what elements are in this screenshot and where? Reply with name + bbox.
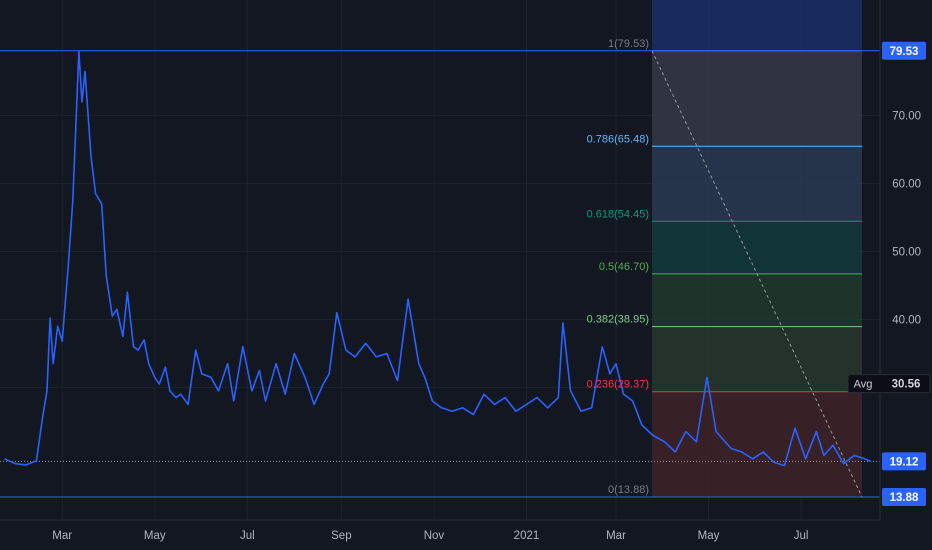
y-tick-label: 70.00 <box>892 111 921 123</box>
fib-level-label: 0.382(38.95) <box>587 314 649 326</box>
high-price-badge-bg <box>882 41 926 60</box>
fib-level-label: 0.236(29.37) <box>587 379 649 391</box>
x-tick-label: May <box>698 530 720 542</box>
fib-level-label: 1(79.53) <box>608 38 649 50</box>
fib-level-label: 0.5(46.70) <box>599 261 649 273</box>
x-tick-label: Mar <box>606 530 626 542</box>
avg-badge-value: 30.56 <box>892 379 921 391</box>
x-tick-label: May <box>144 530 166 542</box>
horizontal-lines[interactable] <box>0 50 880 498</box>
fib-zone <box>652 273 862 327</box>
fib-trend-line[interactable] <box>651 50 863 498</box>
high-price-badge: 79.53 <box>890 46 919 58</box>
x-tick-label: Nov <box>424 530 445 542</box>
x-tick-label: Sep <box>331 530 351 542</box>
fib-zone-extension <box>652 0 862 51</box>
fib-zone <box>652 146 862 222</box>
last-price-badge-bg <box>882 452 926 471</box>
y-tick-label: 50.00 <box>892 247 921 259</box>
fib-zone <box>652 391 862 498</box>
price-series[interactable] <box>4 50 872 467</box>
fib-level-labels: 1(79.53) 0.786(65.48) 0.618(54.45) 0.5(46.7… <box>587 38 649 496</box>
price-badges: 79.53 13.88 19.12 Avg 30.56 <box>847 41 931 507</box>
avg-badge-border <box>847 374 931 394</box>
x-axis[interactable]: Mar May Jul Sep Nov 2021 Mar May Jul <box>0 519 880 550</box>
avg-badge-bg <box>848 374 930 393</box>
x-tick-label: Jul <box>240 530 255 542</box>
y-tick-label: 40.00 <box>892 314 921 326</box>
fib-zone <box>652 50 862 147</box>
fib-retracement-zones[interactable] <box>651 0 863 498</box>
fib-level-label: 0(13.88) <box>608 484 649 496</box>
x-tick-label: 2021 <box>514 530 540 542</box>
low-price-badge-bg <box>882 488 926 507</box>
y-tick-label: 60.00 <box>892 179 921 191</box>
avg-badge-name: Avg <box>854 379 873 391</box>
fib-level-label: 0.786(65.48) <box>587 133 649 145</box>
x-axis-background <box>0 520 880 550</box>
fib-zone <box>652 221 862 274</box>
fib-level-label: 0.618(54.45) <box>587 208 649 220</box>
series-line[interactable] <box>4 50 872 467</box>
x-tick-label: Mar <box>52 530 72 542</box>
last-price-badge: 19.12 <box>890 456 919 468</box>
x-tick-label: Jul <box>794 530 809 542</box>
fib-zone <box>652 326 862 392</box>
low-price-badge: 13.88 <box>890 492 919 504</box>
